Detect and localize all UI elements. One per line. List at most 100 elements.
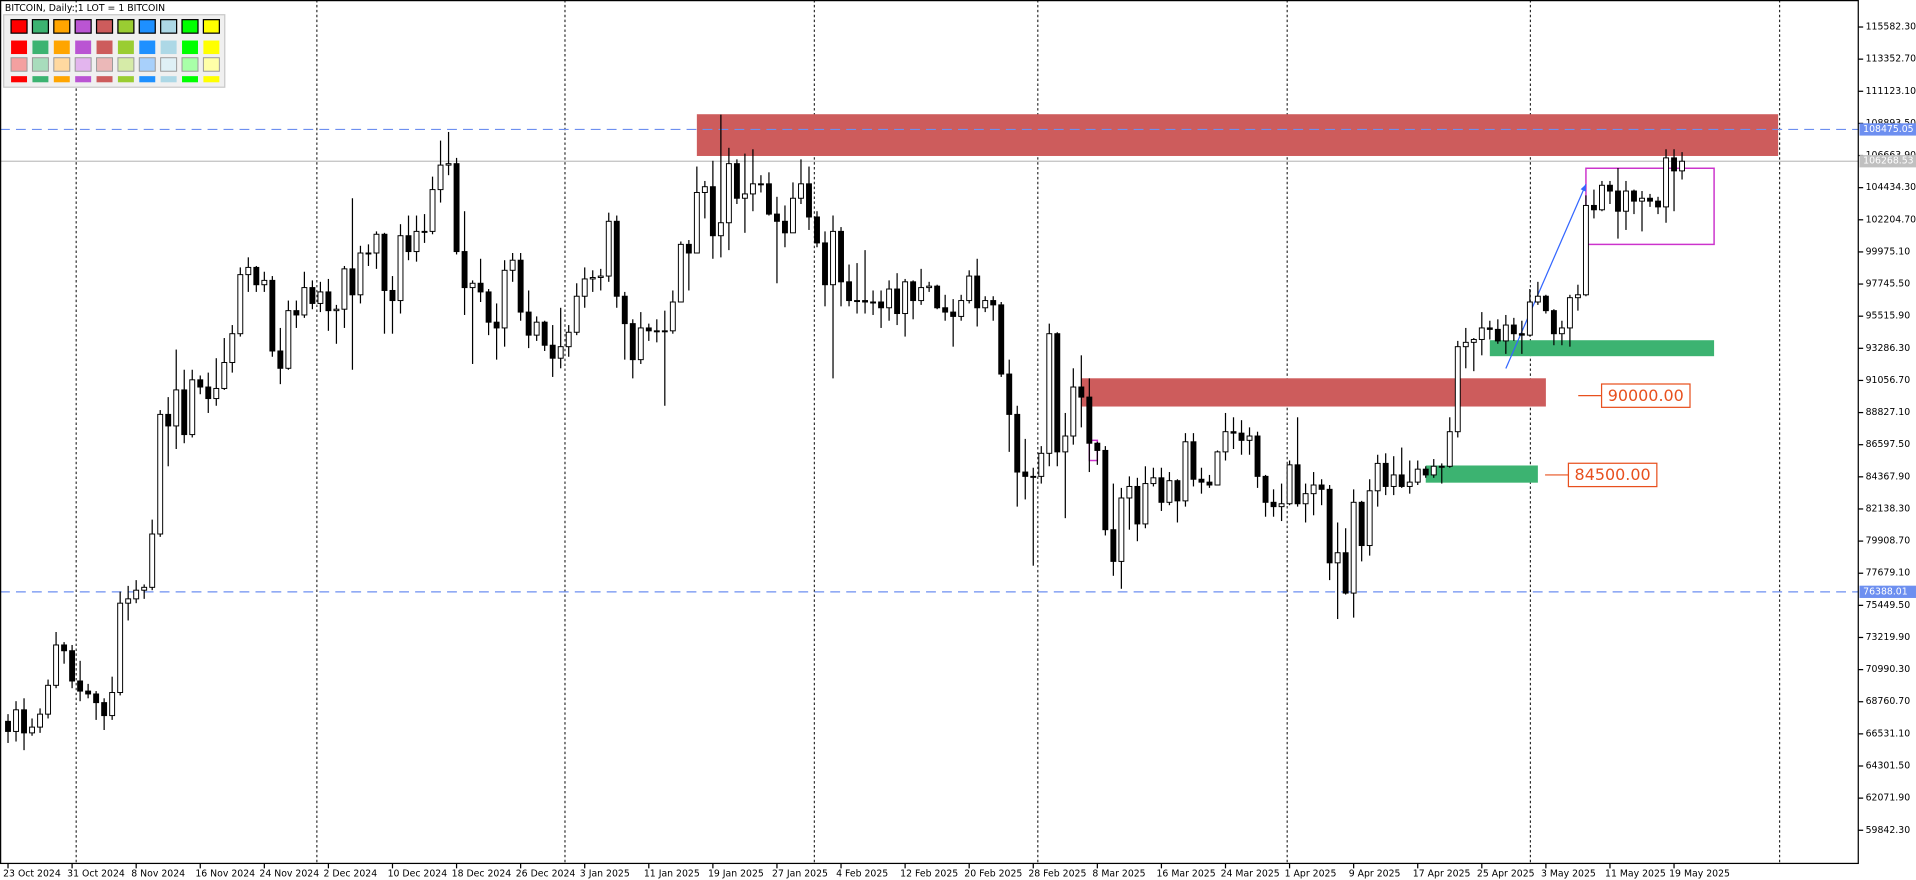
candle-body xyxy=(117,602,124,694)
candle-body xyxy=(1198,478,1205,483)
price-line-tag xyxy=(1859,155,1916,168)
candle-body xyxy=(918,287,925,302)
candle-body xyxy=(958,300,965,317)
swatch xyxy=(74,19,92,34)
candle-body xyxy=(661,330,668,333)
candle-body xyxy=(293,310,300,316)
candle-body xyxy=(485,291,492,323)
candle-body xyxy=(549,344,556,359)
x-tick-label: 20 Feb 2025 xyxy=(964,868,1022,879)
candle-body xyxy=(429,189,436,232)
candle-body xyxy=(1110,529,1117,562)
x-tick-label: 26 Dec 2024 xyxy=(516,868,576,879)
swatch xyxy=(117,19,135,34)
candle-body xyxy=(830,230,836,286)
candle-body xyxy=(998,304,1005,375)
x-tick-label: 28 Feb 2025 xyxy=(1028,868,1086,879)
swatch xyxy=(202,57,220,72)
x-tick-label: 2 Dec 2024 xyxy=(323,868,377,879)
candle-body xyxy=(317,291,324,304)
candle-body xyxy=(613,220,620,297)
y-tick-label: 91056.70 xyxy=(1866,375,1911,386)
candle-body xyxy=(1062,435,1069,453)
candle-body xyxy=(109,692,116,717)
candle-body xyxy=(1550,310,1557,335)
swatch xyxy=(203,40,220,55)
candle-body xyxy=(1623,190,1629,212)
candle-body xyxy=(1438,465,1445,468)
candle-body xyxy=(1486,327,1493,330)
swatch xyxy=(160,40,177,55)
candle-body xyxy=(886,288,893,309)
candle-body xyxy=(309,287,316,304)
y-tick-label: 102204.70 xyxy=(1866,214,1916,225)
candle-body xyxy=(1558,327,1565,335)
candle-body xyxy=(253,266,260,286)
x-tick-label: 3 May 2025 xyxy=(1541,868,1596,879)
candle-body xyxy=(717,222,724,237)
candle-body xyxy=(61,644,68,652)
candle-body xyxy=(1254,435,1261,477)
candle-body xyxy=(966,275,973,302)
y-tick-label: 79908.70 xyxy=(1866,536,1911,547)
x-tick-label: 9 Apr 2025 xyxy=(1349,868,1401,879)
candle-body xyxy=(421,230,428,233)
swatch xyxy=(74,57,92,72)
candle-body xyxy=(77,680,84,692)
x-tick-label: 19 Jan 2025 xyxy=(708,868,764,879)
swatch xyxy=(31,19,50,34)
candle-body xyxy=(1182,441,1189,502)
price-line-tag xyxy=(1859,585,1916,598)
candle-body xyxy=(1310,484,1317,495)
zone xyxy=(696,114,1779,156)
candle-body xyxy=(405,235,412,253)
x-tick-label: 17 Apr 2025 xyxy=(1413,868,1471,879)
swatch xyxy=(75,40,92,55)
y-tick-label: 86597.50 xyxy=(1866,439,1911,450)
swatch xyxy=(117,76,134,83)
candle-body xyxy=(149,533,156,588)
candles-layer xyxy=(5,114,1685,751)
candle-body xyxy=(822,242,828,286)
candle-body xyxy=(629,323,636,361)
y-tick-label: 111123.10 xyxy=(1866,86,1916,97)
candle-body xyxy=(365,252,372,255)
candle-body xyxy=(325,291,332,312)
candle-body xyxy=(1070,386,1077,437)
candle-body xyxy=(237,274,244,335)
candle-body xyxy=(21,709,27,734)
candle-body xyxy=(701,186,708,193)
candle-body xyxy=(806,183,812,218)
candle-body xyxy=(1246,435,1253,441)
candle-body xyxy=(1334,552,1341,564)
candle-body xyxy=(1230,431,1237,434)
candle-body xyxy=(1574,294,1581,299)
candle-body xyxy=(1278,503,1285,508)
swatch xyxy=(182,76,198,83)
candle-body xyxy=(597,275,604,278)
x-tick-label: 10 Dec 2024 xyxy=(388,868,448,879)
candle-body xyxy=(1174,480,1181,502)
candle-body xyxy=(573,295,580,333)
candle-body xyxy=(774,213,780,222)
price-line-label: 106268.53 xyxy=(1863,156,1914,167)
price-line-tag xyxy=(1859,123,1916,136)
candle-body xyxy=(1454,346,1461,433)
candle-body xyxy=(445,163,452,166)
trend-arrow xyxy=(1505,183,1587,369)
y-tick-label: 115582.30 xyxy=(1866,22,1916,33)
candle-body xyxy=(357,252,364,296)
candle-body xyxy=(221,362,228,389)
y-tick-label: 73219.90 xyxy=(1866,632,1911,643)
candle-body xyxy=(1270,501,1277,508)
candle-body xyxy=(437,164,444,191)
price-line-label: 76388.01 xyxy=(1863,586,1908,597)
plot-frame xyxy=(0,0,1859,865)
candle-body xyxy=(453,163,460,253)
swatch xyxy=(202,19,220,34)
candle-body xyxy=(926,285,933,289)
swatch xyxy=(203,76,220,83)
swatch xyxy=(11,76,28,83)
candle-body xyxy=(1422,468,1429,476)
